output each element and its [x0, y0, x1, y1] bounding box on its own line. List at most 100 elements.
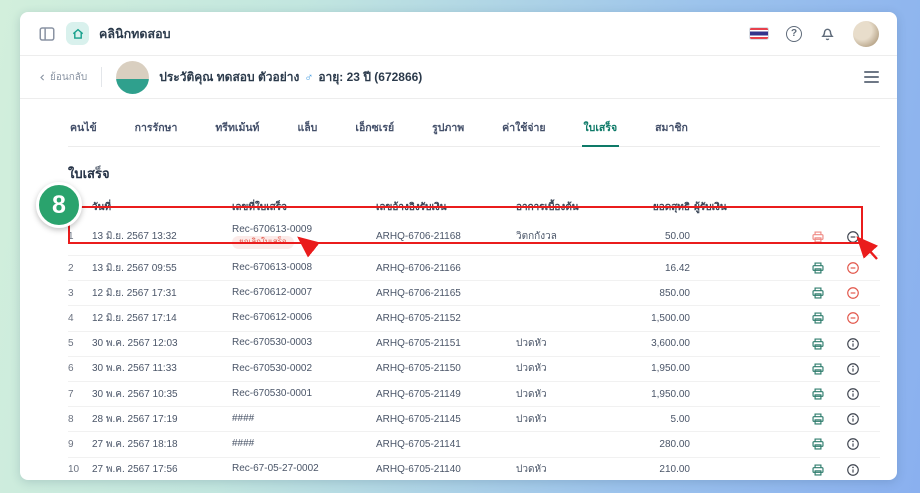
top-navbar: คลินิกทดสอบ ? [20, 12, 897, 56]
tab-receipts[interactable]: ใบเสร็จ [581, 119, 620, 147]
help-icon[interactable]: ? [786, 25, 802, 42]
table-row: 4 12 มิ.ย. 2567 17:14 Rec-670612-0006 AR… [68, 306, 880, 332]
receipt-info-button[interactable] [846, 412, 860, 426]
print-receipt-button[interactable] [811, 412, 825, 426]
print-receipt-button[interactable] [811, 387, 825, 401]
receipt-number-cell: #### [232, 413, 376, 426]
payment-reference: ARHQ-6705-21140 [376, 464, 461, 476]
receipt-date: 12 มิ.ย. 2567 17:14 [92, 312, 177, 324]
print-receipt-button[interactable] [811, 437, 825, 451]
row-actions [756, 311, 880, 325]
initial-symptom: ปวดหัว [516, 388, 547, 400]
receipt-number-cell: Rec-670612-0006 [232, 312, 376, 325]
initial-symptom: ปวดหัว [516, 464, 547, 476]
table-row: 3 12 มิ.ย. 2567 17:31 Rec-670612-0007 AR… [68, 281, 880, 307]
table-row: 10 27 พ.ค. 2567 17:56 Rec-67-05-27-0002 … [68, 458, 880, 481]
table-row: 2 13 มิ.ย. 2567 09:55 Rec-670613-0008 AR… [68, 256, 880, 282]
receipt-number: Rec-67-05-27-0002 [232, 463, 319, 475]
tab-xray[interactable]: เอ็กซเรย์ [355, 122, 395, 134]
row-actions [756, 337, 880, 351]
initial-symptom: ปวดหัว [516, 338, 547, 350]
back-label: ย้อนกลับ [50, 71, 88, 83]
initial-symptom: ปวดหัว [516, 413, 547, 425]
menu-hamburger-icon[interactable] [864, 71, 879, 83]
clinic-home-icon[interactable] [66, 22, 89, 45]
info-circle-icon [847, 438, 859, 451]
receipt-number: Rec-670530-0001 [232, 387, 313, 399]
net-amount: 3,600.00 [651, 338, 690, 350]
print-receipt-button[interactable] [811, 230, 825, 244]
net-amount: 850.00 [659, 287, 690, 299]
col-header-payee: ผู้รับเงิน [694, 201, 727, 213]
col-header-receipt-no: เลขที่ใบเสร็จ [232, 201, 287, 213]
cancel-receipt-button[interactable] [846, 230, 860, 244]
receipt-number-cell: Rec-670612-0007 [232, 287, 376, 300]
content-area: คนไข้ การรักษา ทรีทเม้นท์ แล็บ เอ็กซเรย์ รูปภ… [20, 116, 897, 480]
app-window: คลินิกทดสอบ ? ย้อนกลับ ประวัติคุณ ทดสอบ … [20, 12, 897, 480]
net-amount: 5.00 [670, 413, 690, 425]
print-receipt-button[interactable] [811, 362, 825, 376]
receipt-info-button[interactable] [846, 362, 860, 376]
table-row: 8 28 พ.ค. 2567 17:19 #### ARHQ-6705-2114… [68, 407, 880, 433]
notification-bell-icon[interactable] [819, 25, 836, 42]
payment-reference: ARHQ-6706-21165 [376, 287, 461, 299]
table-row: 7 30 พ.ค. 2567 10:35 Rec-670530-0001 ARH… [68, 382, 880, 408]
receipt-number: Rec-670613-0009 [232, 223, 313, 235]
print-receipt-button[interactable] [811, 261, 825, 275]
back-button[interactable]: ย้อนกลับ [38, 70, 87, 85]
user-avatar[interactable] [853, 20, 879, 47]
receipt-date: 12 มิ.ย. 2567 17:31 [92, 287, 177, 299]
tab-members[interactable]: สมาชิก [655, 122, 688, 134]
thai-flag-language-icon[interactable] [749, 27, 769, 40]
patient-name-text: ประวัติคุณ ทดสอบ ตัวอย่าง [159, 69, 300, 84]
cancelled-receipt-badge: ยกเลิกใบเสร็จ [232, 236, 294, 250]
initial-symptom: ปวดหัว [516, 363, 547, 375]
receipt-date: 30 พ.ค. 2567 10:35 [92, 388, 178, 400]
tab-patients[interactable]: คนไข้ [70, 122, 97, 134]
col-header-payment-ref: เลขอ้างอิงรับเงิน [376, 201, 447, 213]
receipt-info-button[interactable] [846, 387, 860, 401]
receipt-number-cell: Rec-670530-0002 [232, 363, 376, 376]
receipt-number-cell: #### [232, 438, 376, 451]
patient-avatar[interactable] [116, 60, 150, 94]
receipt-date: 28 พ.ค. 2567 17:19 [92, 413, 178, 425]
receipt-date: 13 มิ.ย. 2567 13:32 [92, 231, 177, 242]
cancel-minus-circle-icon [847, 262, 859, 274]
info-circle-icon [847, 463, 859, 476]
row-actions [756, 230, 880, 244]
table-row: 6 30 พ.ค. 2567 11:33 Rec-670530-0002 ARH… [68, 357, 880, 382]
payment-reference: ARHQ-6705-21145 [376, 413, 461, 425]
info-circle-icon [847, 337, 859, 350]
print-receipt-button[interactable] [811, 337, 825, 351]
row-number: 6 [68, 363, 74, 375]
tab-expenses[interactable]: ค่าใช้จ่าย [502, 122, 546, 134]
tab-treatments[interactable]: การรักษา [134, 122, 178, 134]
col-header-amount: ยอดสุทธิ [652, 201, 690, 213]
payment-reference: ARHQ-6706-21166 [376, 262, 461, 274]
receipt-number: Rec-670530-0003 [232, 337, 313, 349]
cancel-receipt-button[interactable] [846, 261, 860, 275]
patient-title: ประวัติคุณ ทดสอบ ตัวอย่าง ♂ อายุ: 23 ปี … [159, 68, 422, 87]
cancel-minus-circle-icon [847, 312, 859, 325]
clinic-name: คลินิกทดสอบ [99, 26, 171, 41]
row-actions [756, 412, 880, 426]
patient-age-id: อายุ: 23 ปี (672866) [318, 69, 423, 84]
cancel-receipt-button[interactable] [846, 286, 860, 300]
print-receipt-button[interactable] [811, 463, 825, 477]
tab-treatment-courses[interactable]: ทรีทเม้นท์ [215, 122, 260, 134]
tab-lab[interactable]: แล็บ [297, 122, 318, 134]
annotation-step-badge: 8 [36, 182, 82, 228]
info-circle-icon [847, 388, 859, 400]
male-gender-icon: ♂ [304, 70, 314, 84]
sidebar-toggle-icon[interactable] [38, 25, 56, 43]
receipt-info-button[interactable] [846, 337, 860, 351]
print-receipt-button[interactable] [811, 311, 825, 325]
receipt-info-button[interactable] [846, 463, 860, 477]
col-header-symptom: อาการเบื้องต้น [516, 201, 579, 213]
tab-images[interactable]: รูปภาพ [432, 122, 465, 134]
receipt-info-button[interactable] [846, 437, 860, 451]
net-amount: 1,500.00 [651, 312, 690, 324]
cancel-minus-circle-icon [847, 287, 859, 300]
cancel-receipt-button[interactable] [846, 311, 860, 325]
print-receipt-button[interactable] [811, 286, 825, 300]
